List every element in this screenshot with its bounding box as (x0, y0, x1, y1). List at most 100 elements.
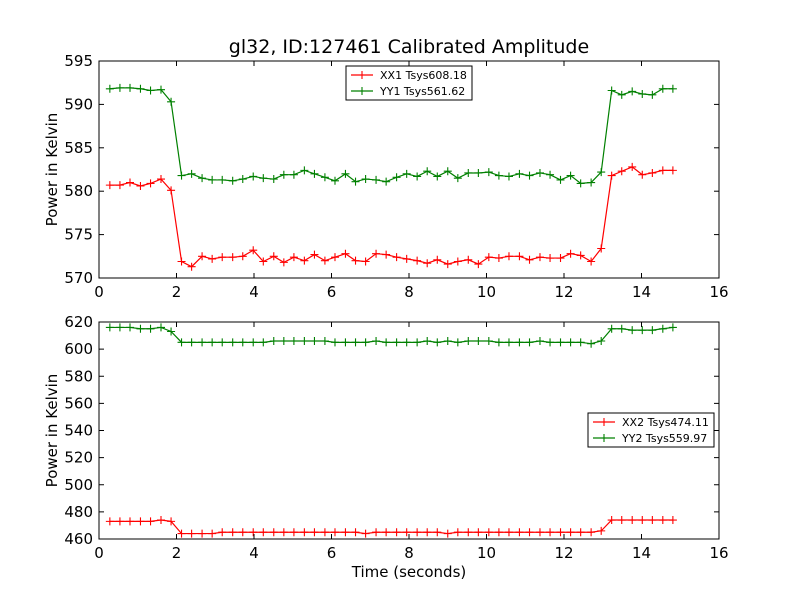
data-point (576, 338, 585, 347)
data-point (228, 176, 237, 185)
data-point (289, 170, 298, 179)
data-point (218, 338, 227, 347)
data-point (607, 516, 616, 525)
data-point (218, 175, 227, 184)
data-point (535, 336, 544, 345)
data-point (484, 168, 493, 177)
data-point (279, 528, 288, 537)
legend: XX2 Tsys474.11 YY2 Tsys559.97 (587, 412, 715, 448)
data-point (105, 323, 114, 332)
data-point (187, 262, 196, 271)
data-point (382, 250, 391, 259)
data-point (279, 336, 288, 345)
data-point (504, 252, 513, 261)
data-point (535, 168, 544, 177)
y-axis-label: Power in Kelvin (43, 113, 61, 227)
data-point (443, 167, 452, 176)
data-point (504, 528, 513, 537)
data-point (228, 338, 237, 347)
data-point (515, 338, 524, 347)
data-point (310, 336, 319, 345)
data-point (157, 175, 165, 184)
data-point (648, 90, 657, 99)
data-point (320, 528, 329, 537)
data-point (136, 517, 145, 526)
data-point (115, 517, 124, 526)
legend-label: XX1 Tsys608.18 (380, 69, 467, 82)
data-point (576, 528, 585, 537)
data-point (208, 254, 217, 263)
data-point (668, 166, 677, 175)
data-point (658, 516, 667, 525)
data-point (617, 90, 626, 99)
data-point (136, 84, 145, 93)
data-point (607, 86, 616, 95)
data-point (310, 250, 319, 259)
data-point (453, 528, 462, 537)
data-point (238, 175, 247, 184)
data-point (628, 516, 637, 525)
x-tick-label: 4 (249, 544, 259, 562)
y-tick-label: 620 (64, 313, 93, 331)
data-point (341, 338, 350, 347)
x-tick-label: 6 (327, 544, 337, 562)
y-tick-label: 580 (64, 182, 93, 200)
data-point (433, 338, 442, 347)
data-point (504, 338, 513, 347)
data-point (658, 324, 667, 333)
x-tick-label: 12 (554, 544, 573, 562)
data-point (372, 175, 381, 184)
data-point (566, 249, 575, 258)
legend-label: XX2 Tsys474.11 (622, 416, 709, 429)
data-point (372, 336, 381, 345)
x-tick-label: 16 (709, 283, 728, 301)
data-point (515, 169, 524, 178)
x-tick-label: 10 (477, 544, 496, 562)
data-point (289, 336, 298, 345)
data-point (351, 177, 360, 186)
data-point (453, 257, 462, 266)
y-tick-label: 520 (64, 449, 93, 467)
y-tick-label: 595 (64, 52, 93, 70)
chart-title: gl32, ID:127461 Calibrated Amplitude (229, 36, 589, 58)
data-point (136, 324, 145, 333)
data-point (146, 179, 155, 188)
data-point (392, 338, 401, 347)
data-point (330, 176, 339, 185)
y-tick-label: 540 (64, 422, 93, 440)
data-point (198, 338, 207, 347)
data-point (157, 85, 165, 94)
data-point (464, 528, 473, 537)
data-point (269, 528, 278, 537)
data-point (402, 254, 411, 263)
y-tick-label: 600 (64, 340, 93, 358)
data-point (464, 168, 473, 177)
data-point (443, 529, 452, 538)
data-point (289, 528, 298, 537)
data-point (556, 254, 565, 263)
data-point (525, 528, 534, 537)
data-point (638, 170, 647, 179)
data-point (126, 83, 134, 92)
data-point (177, 171, 186, 180)
data-point (648, 168, 657, 177)
legend-marker (600, 434, 608, 442)
data-point (105, 517, 114, 526)
data-point (300, 336, 309, 345)
y-tick-label: 460 (64, 530, 93, 548)
data-point (361, 257, 370, 266)
data-point (351, 338, 360, 347)
x-tick-label: 0 (94, 544, 104, 562)
y-tick-label: 560 (64, 394, 93, 412)
data-point (546, 254, 555, 263)
data-point (535, 528, 544, 537)
data-point (668, 516, 677, 525)
data-point (146, 324, 155, 333)
data-point (187, 169, 196, 178)
data-point (341, 249, 350, 258)
data-point (208, 175, 217, 184)
data-point (382, 177, 391, 186)
data-point (423, 259, 432, 268)
data-point (556, 338, 565, 347)
data-point (658, 84, 667, 93)
